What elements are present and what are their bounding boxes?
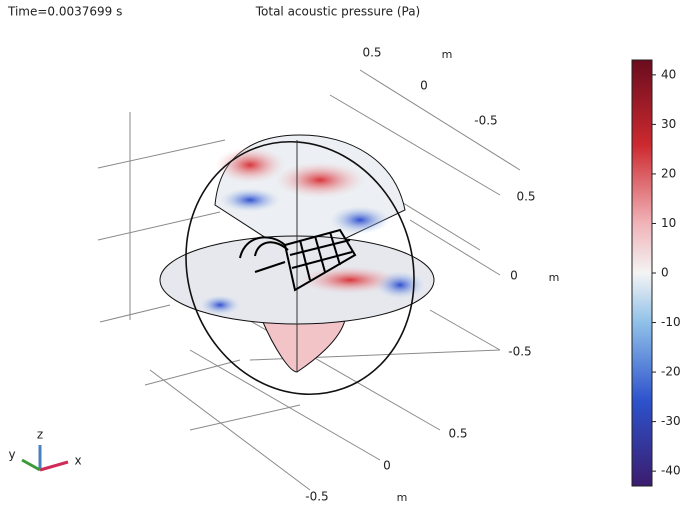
colorbar-tick-label: 40 [661, 67, 676, 81]
colorbar-tick-label: -20 [661, 365, 681, 379]
axis-label: 0.5 [362, 46, 381, 60]
triad-y: y [8, 448, 15, 462]
axis-label: -0.5 [474, 114, 497, 128]
colorbar-tick-label: -30 [661, 414, 681, 428]
axis-label: 0 [383, 459, 391, 473]
axis-label: 0.5 [448, 427, 467, 441]
axis-label: 0 [510, 269, 518, 283]
axis-label: 0 [420, 79, 428, 93]
colorbar-tick-label: 0 [661, 266, 669, 280]
colorbar-tick-label: -10 [661, 315, 681, 329]
time-label: Time=0.0037699 s [7, 5, 122, 19]
triad-z: z [37, 428, 43, 442]
axis-label: m [442, 48, 453, 61]
axis-label: -0.5 [508, 345, 531, 359]
colorbar-tick-label: 30 [661, 117, 676, 131]
axis-label: m [397, 491, 408, 504]
axis-label: 0.5 [516, 190, 535, 204]
axis-label: m [549, 271, 560, 284]
colorbar-tick-label: 10 [661, 216, 676, 230]
colorbar [631, 59, 653, 487]
geometry [159, 134, 435, 396]
triad-x: x [74, 454, 81, 468]
axis-triad: z y x [8, 428, 82, 472]
plot-title: Total acoustic pressure (Pa) [255, 5, 421, 19]
axis-label: -0.5 [305, 490, 328, 504]
colorbar-tick-label: 20 [661, 166, 676, 180]
colorbar-tick-label: -40 [661, 464, 681, 478]
